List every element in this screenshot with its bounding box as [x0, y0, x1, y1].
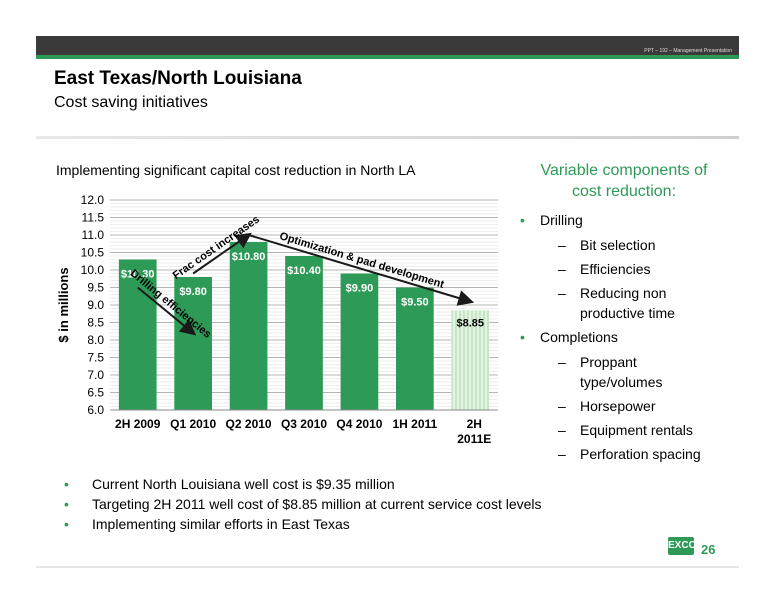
summary-bullets: • Current North Louisiana well cost is $…: [62, 474, 542, 534]
x-tick-label: 2H 2009: [115, 417, 161, 431]
y-tick-label: 6.0: [87, 403, 104, 417]
x-tick-label: Q1 2010: [170, 417, 216, 431]
list-subitem-label: Horsepower: [580, 398, 656, 414]
page-subtitle: Cost saving initiatives: [54, 94, 208, 111]
list-subitem-label: Proppant type/volumes: [580, 354, 663, 390]
y-tick-label: 7.5: [87, 351, 104, 365]
data-label: $10.30: [121, 269, 155, 281]
y-tick-label: 8.0: [87, 333, 104, 347]
summary-bullet: • Targeting 2H 2011 well cost of $8.85 m…: [62, 494, 542, 514]
page-title: East Texas/North Louisiana: [54, 68, 302, 89]
x-tick-label: Q4 2010: [336, 417, 382, 431]
data-label: $10.40: [287, 265, 321, 277]
summary-bullet: • Current North Louisiana well cost is $…: [62, 474, 542, 494]
y-tick-label: 11.5: [82, 211, 105, 225]
bullet-icon: •: [64, 496, 69, 512]
summary-bullet-text: Targeting 2H 2011 well cost of $8.85 mil…: [92, 496, 542, 512]
bar: [229, 242, 268, 410]
list-subitem: – Efficiencies: [510, 259, 720, 279]
annotation-arrow: [137, 286, 197, 336]
list-subitem-label: Perforation spacing: [580, 446, 701, 462]
dash-icon: –: [558, 422, 566, 438]
list-subitem: – Perforation spacing: [510, 444, 720, 464]
dash-icon: –: [558, 354, 566, 370]
exco-logo: EXCO: [668, 537, 696, 555]
page-number: 26: [701, 542, 716, 557]
x-tick-label: 2H: [467, 417, 482, 431]
header-bar: [36, 36, 739, 55]
bullet-icon: •: [64, 476, 69, 492]
data-label: $8.85: [457, 317, 485, 329]
right-panel: Variable components of cost reduction: •…: [510, 160, 740, 468]
y-tick-label: 9.0: [87, 298, 104, 312]
y-tick-label: 12.0: [81, 193, 105, 207]
bullet-icon: •: [64, 516, 69, 532]
y-tick-label: 8.5: [87, 316, 104, 330]
header-small-text: PPT – 192 – Management Presentation: [644, 48, 732, 54]
bullet-icon: •: [520, 212, 525, 228]
chart-title: Implementing significant capital cost re…: [56, 162, 416, 178]
data-label: $9.50: [401, 297, 429, 309]
bar: [396, 287, 434, 410]
summary-bullet: • Implementing similar efforts in East T…: [62, 514, 542, 534]
annotation-arrow: [248, 234, 475, 306]
title-divider: [36, 136, 739, 139]
list-item-completions: • Completions: [510, 327, 740, 347]
bar: [340, 273, 379, 410]
list-subitem: – Bit selection: [510, 235, 720, 255]
list-subitem: – Proppant type/volumes: [510, 352, 720, 392]
data-label: $9.80: [179, 286, 207, 298]
dash-icon: –: [558, 237, 566, 253]
dash-icon: –: [558, 261, 566, 277]
dash-icon: –: [558, 285, 566, 301]
y-tick-label: 6.5: [87, 386, 104, 400]
x-tick-label: Q3 2010: [281, 417, 327, 431]
list-subitem: – Horsepower: [510, 396, 720, 416]
list-item-drilling: • Drilling: [510, 210, 740, 230]
list-subitem: – Equipment rentals: [510, 420, 720, 440]
summary-bullet-text: Implementing similar efforts in East Tex…: [92, 516, 350, 532]
bullet-icon: •: [520, 329, 525, 345]
y-tick-label: 11.0: [82, 228, 105, 242]
x-tick-label: 1H 2011: [392, 417, 437, 431]
bar: [285, 256, 323, 410]
y-tick-label: 10.5: [81, 246, 105, 260]
list-item-label: Completions: [540, 329, 618, 345]
list-subitem-label: Efficiencies: [580, 261, 651, 277]
list-item-label: Drilling: [540, 212, 583, 228]
header-accent-line: [36, 55, 739, 59]
list-subitem-label: Equipment rentals: [580, 422, 693, 438]
dash-icon: –: [558, 398, 566, 414]
bar-estimate: [451, 310, 490, 410]
bar: [118, 259, 157, 410]
right-panel-heading: Variable components of cost reduction:: [540, 162, 708, 200]
list-subitem-label: Bit selection: [580, 237, 656, 253]
data-label: $10.80: [232, 251, 266, 263]
summary-bullet-text: Current North Louisiana well cost is $9.…: [92, 476, 395, 492]
data-label: $9.90: [346, 283, 374, 295]
y-tick-label: 9.5: [87, 281, 104, 295]
list-subitem-label: Reducing non productive time: [580, 285, 675, 321]
cost-components-list: • Drilling – Bit selection – Efficiencie…: [510, 210, 740, 464]
list-subitem: – Reducing non productive time: [510, 283, 720, 323]
annotation-arrow: [192, 232, 252, 275]
bar: [174, 277, 212, 410]
dash-icon: –: [558, 446, 566, 462]
cost-bar-chart: 6.0 6.5 7.0 7.5 8.0 8.5 9.0 9.5 10.0 10.5 11.0 11.5…: [56, 193, 498, 446]
y-tick-label: 7.0: [87, 368, 104, 382]
footer-line: [36, 566, 739, 568]
y-axis-label: $ in millions: [56, 267, 71, 342]
y-tick-label: 10.0: [81, 263, 105, 277]
x-tick-label: Q2 2010: [226, 417, 272, 431]
x-tick-label: 2011E: [457, 432, 491, 446]
